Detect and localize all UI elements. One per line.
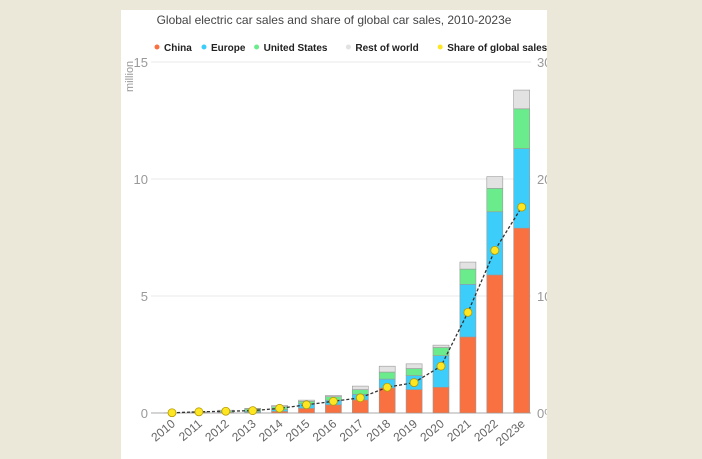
bar-rest-of-world (405, 363, 423, 369)
legend-swatch (254, 44, 260, 50)
bar-china (513, 227, 531, 414)
x-tick-label: 2016 (310, 416, 340, 444)
legend-label: Share of global sales (447, 43, 547, 54)
bar-united-states (486, 188, 504, 213)
bar-europe (486, 211, 504, 276)
x-tick-label: 2018 (364, 416, 394, 444)
y-tick-label: 5 (141, 289, 148, 304)
bar-china (325, 404, 342, 414)
legend-label: United States (264, 43, 328, 54)
chart-panel: Global electric car sales and share of g… (121, 10, 547, 459)
share-point (355, 393, 365, 403)
bar-china (486, 274, 504, 414)
x-tick-label: 2023e (493, 416, 528, 448)
bar-rest-of-world (352, 385, 369, 390)
x-tick-label: 2010 (148, 416, 178, 444)
x-tick-label: 2014 (256, 416, 286, 444)
bar-china (378, 387, 396, 414)
bar-europe (513, 148, 531, 229)
x-tick-label: 2015 (283, 416, 313, 444)
bar-united-states (378, 371, 396, 380)
chart-title: Global electric car sales and share of g… (157, 13, 512, 27)
legend-swatch (201, 44, 207, 50)
share-point (382, 382, 392, 392)
bar-rest-of-world (459, 261, 477, 270)
x-tick-label: 2012 (202, 416, 232, 444)
x-tick-label: 2021 (444, 416, 474, 444)
y-axis-label: million (124, 61, 136, 92)
share-point (328, 396, 338, 406)
bar-rest-of-world (325, 395, 342, 397)
bar-europe (432, 355, 450, 388)
bar-china (405, 389, 423, 414)
x-tick-label: 2020 (417, 416, 447, 444)
share-point (302, 400, 311, 410)
legend-label: Rest of world (355, 43, 418, 54)
bar-united-states (459, 268, 477, 285)
bar-rest-of-world (432, 344, 450, 348)
y-tick-label: 0 (141, 406, 148, 421)
bar-rest-of-world (513, 89, 531, 110)
y-tick-label: 10 (134, 172, 148, 187)
share-point (436, 361, 446, 371)
y2-tick-label: 10% (537, 289, 547, 304)
y2-tick-label: 20% (537, 172, 547, 187)
legend-label: Europe (211, 43, 246, 54)
y2-tick-label: 30% (537, 55, 547, 70)
x-tick-label: 2019 (391, 416, 421, 444)
bar-china (432, 386, 450, 414)
y2-tick-label: 0% (537, 406, 547, 421)
share-point (409, 378, 419, 387)
legend-swatch (437, 44, 443, 50)
bar-united-states (405, 368, 423, 376)
share-line (171, 206, 523, 414)
share-point (275, 403, 285, 413)
share-point (490, 245, 500, 255)
share-point (517, 202, 527, 212)
y-tick-label: 15 (134, 55, 148, 70)
legend: China Europe United States Rest of world Sha… (154, 43, 547, 54)
bar-united-states (513, 108, 531, 149)
share-point (221, 406, 231, 416)
x-tick-label: 2013 (229, 416, 259, 444)
x-tick-label: 2017 (337, 416, 367, 444)
bar-rest-of-world (486, 176, 504, 189)
bar-united-states (432, 347, 450, 356)
share-point (248, 406, 258, 416)
x-tick-label: 2011 (176, 416, 205, 444)
legend-label: China (164, 43, 192, 54)
share-point (194, 407, 204, 417)
legend-swatch (345, 44, 351, 50)
share-point (463, 307, 473, 317)
bar-china (459, 336, 477, 414)
share-point (167, 408, 177, 418)
bar-rest-of-world (378, 365, 396, 373)
legend-swatch (154, 44, 160, 50)
chart: Global electric car sales and share of g… (124, 13, 547, 449)
